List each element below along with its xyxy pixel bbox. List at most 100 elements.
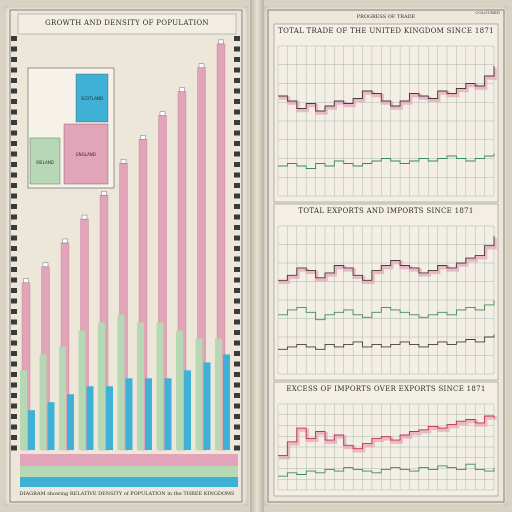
inset-ireland bbox=[29, 137, 61, 185]
series-line bbox=[278, 66, 495, 112]
ruler-tick bbox=[234, 330, 240, 335]
band-pink bbox=[20, 454, 238, 466]
ruler-tick bbox=[234, 141, 240, 146]
ruler-tick bbox=[234, 435, 240, 440]
ruler-tick bbox=[234, 351, 240, 356]
left-frame bbox=[9, 9, 243, 503]
band-green bbox=[20, 466, 238, 477]
ruler-tick bbox=[234, 172, 240, 178]
series-shadow bbox=[279, 416, 497, 460]
ruler-tick bbox=[234, 382, 240, 388]
bar bbox=[67, 394, 74, 450]
corner-label: COLOURED bbox=[475, 10, 500, 15]
ruler-tick bbox=[234, 298, 240, 304]
ruler-tick bbox=[234, 445, 240, 451]
ruler-tick bbox=[234, 162, 240, 167]
ruler-tick bbox=[11, 393, 17, 398]
ruler-tick bbox=[11, 46, 17, 52]
panel-frame bbox=[273, 203, 499, 381]
bar bbox=[47, 402, 55, 450]
ruler-tick bbox=[234, 99, 240, 104]
bar bbox=[203, 362, 211, 450]
left-title: GROWTH AND DENSITY OF POPULATION bbox=[45, 19, 209, 27]
ruler-tick bbox=[11, 424, 17, 430]
panel-title: EXCESS OF IMPORTS OVER EXPORTS SINCE 187… bbox=[286, 385, 485, 393]
ruler-tick bbox=[234, 204, 240, 209]
bar-cap bbox=[140, 135, 146, 140]
ruler-tick bbox=[11, 109, 17, 115]
ruler-tick bbox=[234, 267, 240, 272]
series-line bbox=[278, 463, 495, 477]
ruler-tick bbox=[11, 256, 17, 262]
ruler-tick bbox=[234, 309, 240, 314]
ruler-tick bbox=[11, 298, 17, 304]
bar-cap bbox=[23, 278, 29, 283]
ruler-tick bbox=[234, 277, 240, 283]
ruler-tick bbox=[11, 403, 17, 409]
ruler-tick bbox=[11, 141, 17, 146]
ruler-tick bbox=[11, 172, 17, 178]
ruler-tick bbox=[234, 67, 240, 73]
ruler-tick bbox=[11, 36, 17, 41]
bar bbox=[125, 378, 133, 450]
ruler-tick bbox=[11, 330, 17, 335]
ruler-tick bbox=[234, 340, 240, 346]
ruler-tick bbox=[234, 393, 240, 398]
ruler-tick bbox=[11, 351, 17, 356]
ruler-tick bbox=[234, 120, 240, 125]
right-ruler bbox=[234, 36, 240, 451]
ruler-tick bbox=[234, 57, 240, 62]
series-line bbox=[278, 415, 495, 457]
band-blue bbox=[20, 477, 238, 487]
bar-cap bbox=[159, 111, 166, 116]
panel-title: TOTAL TRADE OF THE UNITED KINGDOM SINCE … bbox=[278, 27, 494, 35]
series-shadow bbox=[279, 68, 497, 115]
title-banner bbox=[17, 13, 237, 35]
trade-panels: TOTAL TRADE OF THE UNITED KINGDOM SINCE … bbox=[273, 23, 499, 497]
ruler-tick bbox=[11, 267, 17, 272]
ruler-tick bbox=[234, 246, 240, 251]
bar bbox=[28, 410, 35, 450]
ruler-tick bbox=[11, 319, 17, 325]
bar bbox=[184, 370, 191, 450]
ruler-tick bbox=[11, 120, 17, 125]
ruler-tick bbox=[11, 57, 17, 62]
bar bbox=[164, 378, 172, 450]
ruler-tick bbox=[234, 361, 240, 367]
ruler-tick bbox=[234, 151, 240, 157]
ruler-tick bbox=[234, 372, 240, 377]
bar-cap bbox=[81, 214, 88, 220]
left-ruler bbox=[11, 36, 17, 451]
ruler-tick bbox=[234, 235, 240, 241]
ruler-tick bbox=[11, 372, 17, 377]
ruler-tick bbox=[11, 246, 17, 251]
ruler-tick bbox=[11, 88, 17, 94]
bar bbox=[39, 354, 47, 450]
series-shadow bbox=[279, 237, 497, 285]
ruler-tick bbox=[11, 414, 17, 419]
book-gutter bbox=[250, 0, 264, 512]
bar bbox=[176, 330, 183, 450]
ruler-tick bbox=[11, 78, 17, 83]
bar-series bbox=[20, 39, 230, 451]
ruler-tick bbox=[234, 130, 240, 136]
inset-label-ireland: IRELAND bbox=[36, 160, 54, 165]
bar bbox=[98, 322, 105, 450]
bar-cap bbox=[62, 238, 68, 244]
bar bbox=[78, 330, 86, 450]
left-page: GROWTH AND DENSITY OF POPULATION SCOTLAN… bbox=[4, 6, 248, 506]
bar bbox=[20, 370, 27, 450]
ruler-tick bbox=[234, 256, 240, 262]
bar-cap bbox=[101, 190, 107, 196]
series-line bbox=[278, 235, 495, 281]
bar bbox=[137, 322, 144, 450]
bar-cap bbox=[218, 39, 224, 45]
population-chart: GROWTH AND DENSITY OF POPULATION SCOTLAN… bbox=[9, 9, 243, 503]
ruler-tick bbox=[234, 193, 240, 199]
ruler-tick bbox=[11, 225, 17, 230]
ruler-tick bbox=[234, 424, 240, 430]
ruler-tick bbox=[234, 403, 240, 409]
trade-charts: PROGRESS OF TRADE COLOURED TOTAL TRADE O… bbox=[267, 9, 505, 503]
ruler-tick bbox=[11, 99, 17, 104]
